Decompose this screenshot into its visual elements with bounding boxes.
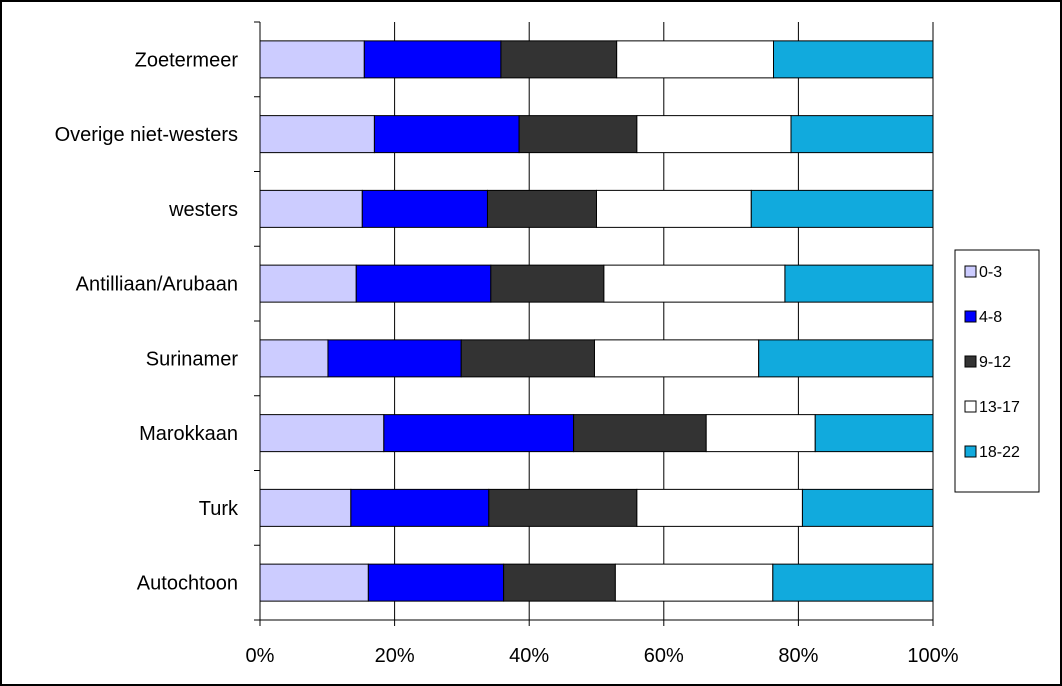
bar-segment-0-3 — [259, 115, 375, 154]
bar-segment-0-3 — [259, 40, 365, 79]
bar-segment-9-12 — [518, 115, 638, 154]
bar-segment-13-17 — [636, 115, 792, 154]
bar-segment-4-8 — [350, 488, 490, 527]
legend-swatch — [964, 355, 977, 368]
y-category-label: westers — [168, 199, 238, 221]
bar-segment-18-22 — [758, 339, 934, 378]
y-category-label: Marokkaan — [139, 423, 238, 445]
bar-segment-0-3 — [259, 563, 369, 602]
bar-segment-18-22 — [801, 488, 934, 527]
bar-segment-18-22 — [772, 563, 934, 602]
legend-label: 13-17 — [979, 399, 1020, 416]
legend-swatch — [964, 310, 977, 323]
bar-segment-18-22 — [750, 189, 934, 228]
legend-swatch — [964, 445, 977, 458]
bar-segment-0-3 — [259, 189, 363, 228]
bar-segment-13-17 — [614, 563, 774, 602]
x-tick-label: 100% — [907, 645, 958, 667]
bar-segment-13-17 — [603, 264, 786, 303]
legend-label: 0-3 — [979, 264, 1002, 281]
bar-segment-4-8 — [355, 264, 492, 303]
y-category-label: Antilliaan/Arubaan — [76, 274, 238, 296]
y-category-label: Surinamer — [146, 348, 239, 370]
bar-segment-18-22 — [790, 115, 934, 154]
bar-segment-18-22 — [814, 414, 934, 453]
bar-segment-9-12 — [460, 339, 595, 378]
y-category-label: Zoetermeer — [135, 49, 239, 71]
bar-segment-9-12 — [500, 40, 618, 79]
x-tick-label: 80% — [778, 645, 818, 667]
y-category-label: Turk — [199, 498, 239, 520]
bar-segment-0-3 — [259, 488, 352, 527]
bar-segment-13-17 — [596, 189, 752, 228]
bar-segment-9-12 — [486, 189, 597, 228]
bar-segment-4-8 — [361, 189, 488, 228]
bar-segment-4-8 — [327, 339, 462, 378]
bar-segment-13-17 — [636, 488, 803, 527]
bar-segment-4-8 — [363, 40, 502, 79]
bar-segment-0-3 — [259, 414, 385, 453]
bar-segment-4-8 — [373, 115, 520, 154]
bar-segment-13-17 — [705, 414, 816, 453]
bar-segment-0-3 — [259, 339, 329, 378]
x-axis-labels: 0% 20% 40% 60% 80% 100% — [246, 645, 959, 667]
legend-swatch — [964, 400, 977, 413]
bar-segment-9-12 — [488, 488, 638, 527]
bar-segment-9-12 — [490, 264, 605, 303]
legend-label: 18-22 — [979, 444, 1020, 461]
bars — [259, 40, 934, 602]
legend-label: 9-12 — [979, 354, 1011, 371]
bar-segment-18-22 — [784, 264, 934, 303]
bar-segment-4-8 — [383, 414, 575, 453]
bar-segment-4-8 — [367, 563, 505, 602]
x-tick-label: 20% — [375, 645, 415, 667]
y-axis-labels: Zoetermeer Overige niet-westers westers Ant… — [55, 49, 239, 594]
bar-segment-13-17 — [616, 40, 774, 79]
bar-segment-18-22 — [772, 40, 934, 79]
bar-segment-13-17 — [593, 339, 760, 378]
legend-label: 4-8 — [979, 309, 1002, 326]
bar-segment-9-12 — [503, 563, 616, 602]
y-category-label: Autochtoon — [137, 573, 238, 595]
legend: 0-3 4-8 9-12 13-17 18-22 — [954, 249, 1040, 493]
x-tick-label: 0% — [246, 645, 275, 667]
axes — [254, 21, 934, 626]
legend-swatch — [964, 265, 977, 278]
bar-segment-0-3 — [259, 264, 357, 303]
x-tick-label: 40% — [509, 645, 549, 667]
x-tick-label: 60% — [644, 645, 684, 667]
y-category-label: Overige niet-westers — [55, 124, 238, 146]
bar-segment-9-12 — [573, 414, 707, 453]
grid-lines — [394, 22, 934, 620]
